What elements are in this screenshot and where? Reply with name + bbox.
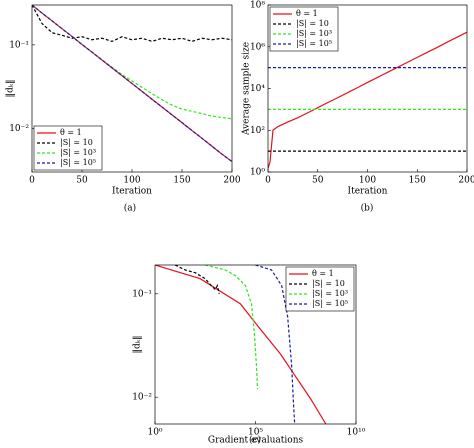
legend-label: θ = 1 [296, 9, 318, 18]
x-tick-label: 10¹⁰ [347, 428, 366, 438]
series-line [32, 5, 232, 163]
y-tick-label: 10⁻¹ [9, 40, 29, 50]
legend: θ = 1|S| = 10|S| = 10³|S| = 10⁵ [33, 125, 103, 171]
legend-label: |S| = 10⁵ [296, 39, 332, 48]
series-line [268, 31, 467, 169]
plot-frame [154, 264, 357, 425]
y-tick-label: 10⁻² [9, 124, 29, 134]
legend-label: |S| = 10³ [312, 289, 348, 298]
series-line [205, 265, 259, 390]
legend-label: θ = 1 [60, 128, 82, 137]
x-tick-label: 150 [173, 176, 190, 186]
series-line [155, 265, 327, 424]
y-axis-label: ‖dₖ‖ [6, 79, 16, 97]
caption: (c) [249, 435, 261, 446]
legend-label: |S| = 10 [296, 19, 329, 28]
x-tick-label: 50 [76, 176, 88, 186]
legend: θ = 1|S| = 10|S| = 10³|S| = 10⁵ [285, 266, 355, 312]
x-axis-label: Iteration [112, 187, 152, 197]
caption: (b) [361, 203, 374, 214]
legend-label: |S| = 10⁵ [60, 158, 96, 167]
x-axis-label: Gradient evaluations [208, 436, 304, 446]
plot-frame [31, 4, 233, 173]
plot-frame [267, 4, 468, 173]
x-tick-label: 10⁵ [248, 428, 263, 438]
legend-label: |S| = 10³ [296, 29, 332, 38]
x-tick-label: 100 [359, 176, 376, 186]
series-line [32, 5, 232, 43]
legend-label: |S| = 10³ [60, 148, 96, 157]
y-tick-label: 10⁸ [250, 1, 265, 11]
series-line [255, 265, 296, 424]
y-axis-label: Average sample size [242, 42, 252, 136]
y-tick-label: 10⁴ [250, 84, 265, 94]
series-line [32, 5, 232, 120]
x-axis-label: Iteration [348, 187, 388, 197]
x-tick-label: 0 [265, 176, 271, 186]
y-tick-label: 10² [250, 126, 265, 136]
legend-label: θ = 1 [312, 269, 334, 278]
legend-box [33, 125, 103, 171]
y-axis-label: ‖dₖ‖ [133, 335, 143, 353]
x-tick-label: 200 [458, 176, 474, 186]
y-tick-label: 10⁻² [132, 393, 152, 403]
legend-label: |S| = 10 [312, 279, 345, 288]
legend-label: |S| = 10 [60, 138, 93, 147]
x-tick-label: 50 [312, 176, 324, 186]
x-tick-label: 200 [223, 176, 240, 186]
x-tick-label: 100 [123, 176, 140, 186]
y-tick-label: 10⁻¹ [132, 289, 152, 299]
caption: (a) [124, 203, 136, 214]
x-tick-label: 10⁰ [147, 428, 162, 438]
series-line [174, 265, 220, 294]
y-tick-label: 10⁰ [250, 168, 265, 178]
x-tick-label: 0 [29, 176, 35, 186]
y-tick-label: 10⁶ [250, 42, 265, 52]
x-tick-label: 150 [409, 176, 426, 186]
legend-label: |S| = 10⁵ [312, 299, 348, 308]
legend: θ = 1|S| = 10|S| = 10³|S| = 10⁵ [269, 6, 339, 52]
